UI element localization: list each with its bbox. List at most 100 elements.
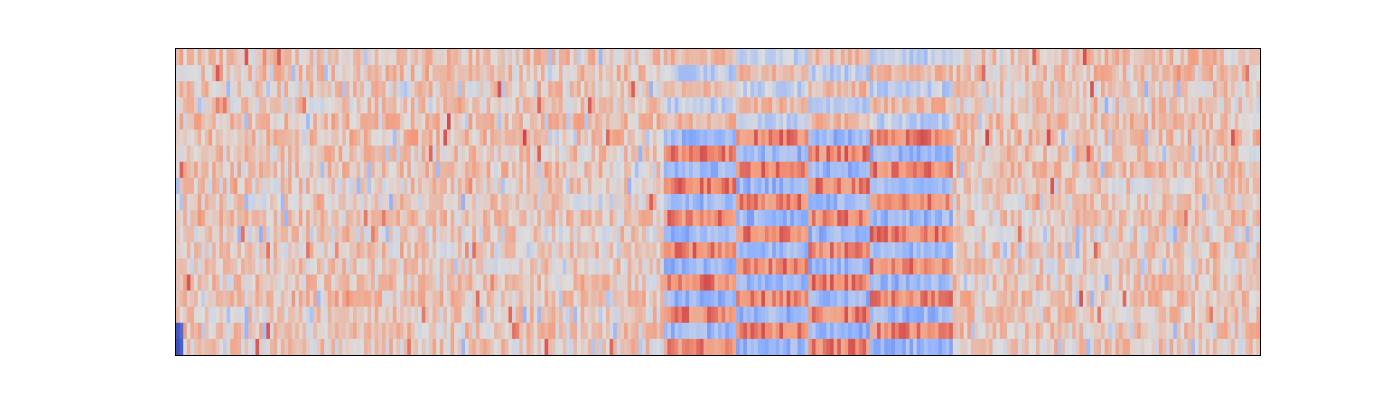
heatmap-cell xyxy=(985,65,990,82)
heatmap-cell xyxy=(447,226,452,243)
heatmap-cell xyxy=(443,290,448,308)
heatmap-cell xyxy=(609,193,614,211)
heatmap-cell xyxy=(486,242,491,259)
heatmap-cell xyxy=(815,97,820,114)
heatmap-cell xyxy=(645,49,650,66)
heatmap-cell xyxy=(327,113,332,130)
heatmap-cell xyxy=(786,129,791,147)
heatmap-cell xyxy=(764,242,769,259)
heatmap-cell xyxy=(479,97,484,114)
heatmap-cell xyxy=(298,145,303,163)
heatmap-cell xyxy=(392,177,397,195)
heatmap-cell xyxy=(642,113,647,130)
heatmap-cell xyxy=(710,258,715,275)
heatmap-cell xyxy=(960,290,965,308)
heatmap-cell xyxy=(887,129,892,147)
heatmap-cell xyxy=(176,258,181,275)
heatmap-cell xyxy=(1169,274,1174,291)
heatmap-cell xyxy=(1187,129,1192,147)
heatmap-cell xyxy=(501,129,506,147)
heatmap-cell xyxy=(284,177,289,195)
heatmap-cell xyxy=(974,226,979,243)
heatmap-cell xyxy=(793,274,798,291)
heatmap-cell xyxy=(176,129,181,147)
heatmap-cell xyxy=(1231,97,1236,114)
heatmap-cell xyxy=(421,242,426,259)
heatmap-cell xyxy=(616,226,621,243)
heatmap-cell xyxy=(1075,226,1080,243)
heatmap-cell xyxy=(320,290,325,308)
heatmap-cell xyxy=(324,210,329,227)
heatmap-cell xyxy=(1126,49,1131,66)
heatmap-cell xyxy=(526,258,531,275)
heatmap-cell xyxy=(410,258,415,275)
heatmap-cell xyxy=(754,81,759,98)
heatmap-cell xyxy=(512,210,517,227)
heatmap-cell xyxy=(540,145,545,163)
heatmap-cell xyxy=(960,177,965,195)
heatmap-cell xyxy=(1115,97,1120,114)
heatmap-cell xyxy=(338,113,343,130)
heatmap-cell xyxy=(916,290,921,308)
heatmap-cell xyxy=(1173,258,1178,275)
heatmap-cell xyxy=(981,49,986,66)
heatmap-cell xyxy=(367,97,372,114)
heatmap-cell xyxy=(1119,97,1124,114)
heatmap-cell xyxy=(1097,113,1102,130)
heatmap-cell xyxy=(739,161,744,179)
heatmap-cell xyxy=(942,242,947,259)
heatmap-cell xyxy=(530,226,535,243)
heatmap-cell xyxy=(1003,129,1008,147)
heatmap-cell xyxy=(1176,113,1181,130)
heatmap-cell xyxy=(848,65,853,82)
heatmap-cell xyxy=(699,65,704,82)
heatmap-cell xyxy=(1173,193,1178,211)
heatmap-cell xyxy=(880,210,885,227)
heatmap-cell xyxy=(772,210,777,227)
heatmap-cell xyxy=(797,306,802,324)
heatmap-cell xyxy=(403,258,408,275)
heatmap-cell xyxy=(241,226,246,243)
heatmap-cell xyxy=(559,97,564,114)
heatmap-cell xyxy=(811,290,816,308)
heatmap-cell xyxy=(1017,193,1022,211)
heatmap-cell xyxy=(273,242,278,259)
heatmap-cell xyxy=(241,290,246,308)
heatmap-cell xyxy=(1202,226,1207,243)
heatmap-cell xyxy=(631,274,636,291)
heatmap-cell xyxy=(201,81,206,98)
heatmap-cell xyxy=(1245,161,1250,179)
heatmap-cell xyxy=(884,113,889,130)
heatmap-cell xyxy=(1249,258,1254,275)
heatmap-cell xyxy=(858,129,863,147)
heatmap-cell xyxy=(1090,161,1095,179)
heatmap-cell xyxy=(1194,49,1199,66)
heatmap-cell xyxy=(201,290,206,308)
heatmap-cell xyxy=(295,242,300,259)
heatmap-cell xyxy=(591,65,596,82)
heatmap-cell xyxy=(262,210,267,227)
heatmap-cell xyxy=(844,226,849,243)
heatmap-cell xyxy=(645,177,650,195)
heatmap-cell xyxy=(1101,129,1106,147)
heatmap-cell xyxy=(963,226,968,243)
heatmap-cell xyxy=(338,258,343,275)
heatmap-cell xyxy=(1115,49,1120,66)
heatmap-cell xyxy=(345,306,350,324)
heatmap-cell xyxy=(1043,193,1048,211)
heatmap-cell xyxy=(537,177,542,195)
heatmap-cell xyxy=(584,161,589,179)
heatmap-cell xyxy=(418,113,423,130)
heatmap-cell xyxy=(764,145,769,163)
heatmap-cell xyxy=(703,274,708,291)
heatmap-cell xyxy=(1140,193,1145,211)
heatmap-cell xyxy=(316,161,321,179)
heatmap-cell xyxy=(436,193,441,211)
heatmap-cell xyxy=(660,161,665,179)
heatmap-cell xyxy=(1028,258,1033,275)
heatmap-cell xyxy=(974,81,979,98)
heatmap-cell xyxy=(1129,113,1134,130)
heatmap-cell xyxy=(873,193,878,211)
heatmap-cell xyxy=(504,129,509,147)
heatmap-cell xyxy=(392,258,397,275)
